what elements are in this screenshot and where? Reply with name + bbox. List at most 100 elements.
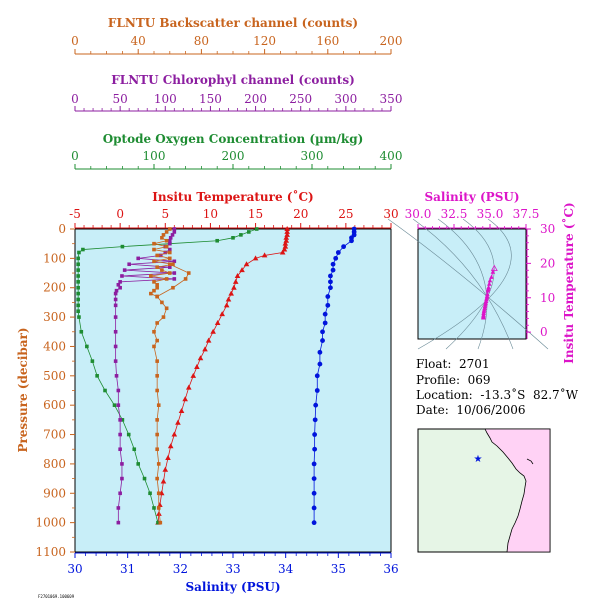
chlorophyll-point <box>118 447 122 452</box>
chlorophyll-point <box>172 277 177 281</box>
backscatter-point <box>155 282 159 287</box>
salinity-axis-label: Salinity (PSU) <box>185 580 280 594</box>
salinity-tick-label: 34 <box>278 562 294 576</box>
chlorophyll-point <box>122 268 127 272</box>
backscatter-point <box>156 506 161 510</box>
temperature-point <box>210 328 216 334</box>
temperature-point <box>160 478 167 484</box>
temperature-point <box>252 255 259 261</box>
backscatter-tick-label: 0 <box>71 34 79 48</box>
temperature-point <box>232 278 239 284</box>
salinity-point <box>349 238 354 244</box>
salinity-point <box>314 388 320 393</box>
backscatter-point <box>152 280 156 284</box>
temperature-axis-label: Insitu Temperature (˚C) <box>152 189 313 204</box>
ts-point <box>486 284 491 290</box>
chlorophyll-tick-label: 150 <box>199 92 222 106</box>
ts-x-tick-label: 37.5 <box>513 207 540 221</box>
backscatter-point <box>164 277 169 281</box>
backscatter-point <box>164 244 169 249</box>
backscatter-point <box>156 491 161 496</box>
backscatter-point <box>155 476 159 481</box>
chlorophyll-tick-label: 250 <box>289 92 312 106</box>
oxygen-line <box>77 228 257 523</box>
ts-x-tick-label: 32.5 <box>441 207 468 221</box>
ts-axes: 30.0 32.5 35.0 37.5 0 10 20 30 <box>405 207 556 339</box>
pressure-axis-label: Pressure (decibar) <box>16 327 30 452</box>
temperature-point <box>223 302 230 308</box>
oxygen-point <box>76 256 80 261</box>
salinity-point <box>322 320 328 326</box>
chlorophyll-point <box>120 462 124 466</box>
temperature-point <box>279 249 286 255</box>
ts-point <box>487 278 493 283</box>
salinity-point <box>314 373 320 379</box>
footer-code: F2701069.100609 <box>38 594 75 599</box>
temperature-point <box>185 384 192 390</box>
pressure-tick-label: 900 <box>43 486 66 500</box>
chlorophyll-point <box>168 265 172 269</box>
profile-number: Profile: 069 <box>416 373 491 387</box>
oxygen-point <box>156 520 160 525</box>
salinity-tick-label: 32 <box>173 562 188 576</box>
ts-point <box>490 264 498 271</box>
ts-point <box>483 300 488 305</box>
chlorophyll-point <box>127 262 131 267</box>
pressure-tick-label: 400 <box>43 339 66 353</box>
backscatter-point <box>149 291 153 296</box>
salinity-point <box>311 490 317 496</box>
pressure-tick-label: 800 <box>43 457 66 471</box>
main-plot-area <box>74 228 392 553</box>
ts-x-tick-label: 30.0 <box>405 207 432 221</box>
ts-point <box>485 291 490 297</box>
salinity-point <box>311 461 317 467</box>
chlorophyll-point <box>172 227 177 231</box>
temperature-tick-label: 15 <box>248 207 263 221</box>
backscatter-point <box>155 432 159 437</box>
temperature-point <box>225 296 232 302</box>
backscatter-point <box>155 418 159 422</box>
temperature-tick-label: -5 <box>69 207 81 221</box>
chlorophyll-point <box>116 388 121 393</box>
oxygen-point <box>152 506 156 510</box>
backscatter-point <box>160 268 164 272</box>
ts-point <box>484 293 490 298</box>
ts-point <box>490 269 496 274</box>
backscatter-tick-label: 80 <box>194 34 209 48</box>
temperature-point <box>175 419 181 425</box>
oxygen-point <box>132 447 137 452</box>
chlorophyll-point <box>114 374 119 378</box>
backscatter-point <box>160 300 164 305</box>
oxygen-point <box>76 297 80 302</box>
salinity-point <box>322 311 328 317</box>
oxygen-tick-label: 200 <box>222 149 245 163</box>
backscatter-point <box>155 253 159 258</box>
salinity-axis: 30 31 32 33 34 35 36 <box>67 552 399 576</box>
chlorophyll-point <box>118 280 122 284</box>
backscatter-point <box>158 520 163 525</box>
backscatter-point <box>156 403 161 407</box>
oxygen-tick-label: 0 <box>71 149 79 163</box>
ts-contour-line <box>387 218 549 350</box>
backscatter-point <box>149 274 153 278</box>
backscatter-extra-point <box>168 262 172 267</box>
ts-y-tick-label: 10 <box>540 291 555 305</box>
pressure-axis: 0 100 200 300 400 500 600 700 800 900 1000 1100 <box>35 222 75 559</box>
oxygen-point <box>120 244 125 249</box>
oxygen-point <box>215 238 219 243</box>
chlorophyll-point <box>116 403 121 407</box>
chlorophyll-tick-label: 200 <box>244 92 267 106</box>
ts-point <box>486 281 492 286</box>
chlorophyll-tick-label: 0 <box>71 92 79 106</box>
chlorophyll-point <box>113 344 118 349</box>
oxygen-point <box>254 227 259 231</box>
salinity-point <box>311 520 317 526</box>
temperature-point <box>205 337 212 343</box>
salinity-point <box>320 338 325 343</box>
chlorophyll-point <box>118 418 122 422</box>
temperature-point <box>228 290 234 296</box>
chlorophyll-axis: 0 50 100 150 200 250 300 350 <box>71 92 402 112</box>
salinity-point <box>328 285 333 291</box>
temperature-point <box>284 226 290 231</box>
chlorophyll-point <box>116 506 121 510</box>
